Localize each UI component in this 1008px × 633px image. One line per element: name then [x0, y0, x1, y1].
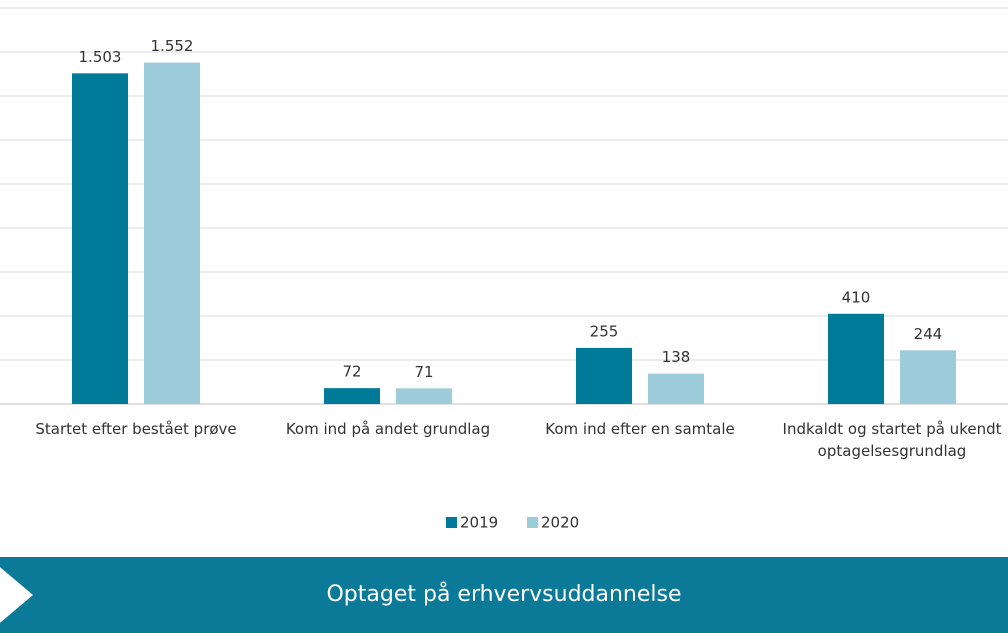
bar [324, 388, 380, 404]
x-tick-label: Indkaldt og startet på ukendt optagelses… [782, 420, 1002, 460]
legend-label: 2020 [541, 514, 579, 532]
x-tick-label: Kom ind efter en samtale [545, 420, 735, 438]
data-label: 1.552 [151, 37, 194, 55]
bar [72, 73, 128, 404]
data-label: 71 [414, 363, 433, 381]
banner-title: Optaget på erhvervsuddannelse [326, 582, 682, 607]
data-label: 138 [662, 348, 691, 366]
data-label: 72 [342, 363, 361, 381]
bar [648, 373, 704, 404]
data-label: 244 [914, 325, 943, 343]
legend-label: 2019 [460, 514, 498, 532]
legend-swatch [446, 517, 457, 528]
banner: Optaget på erhvervsuddannelse [0, 557, 1008, 633]
bar [144, 62, 200, 405]
bar [576, 347, 632, 404]
data-label: 410 [842, 288, 871, 306]
chart: 1.503 1.552 72 71 255 138 410 244 2019 2020 [0, 7, 1008, 532]
bar [396, 388, 452, 404]
x-tick-label: Kom ind på andet grundlag [285, 420, 491, 438]
legend-swatch [527, 517, 538, 528]
bar [900, 350, 956, 404]
data-label: 1.503 [79, 48, 122, 66]
data-label: 255 [590, 322, 619, 340]
x-tick-label: Startet efter bestået prøve [35, 420, 237, 438]
banner-notch [0, 557, 33, 633]
bar [828, 313, 884, 404]
